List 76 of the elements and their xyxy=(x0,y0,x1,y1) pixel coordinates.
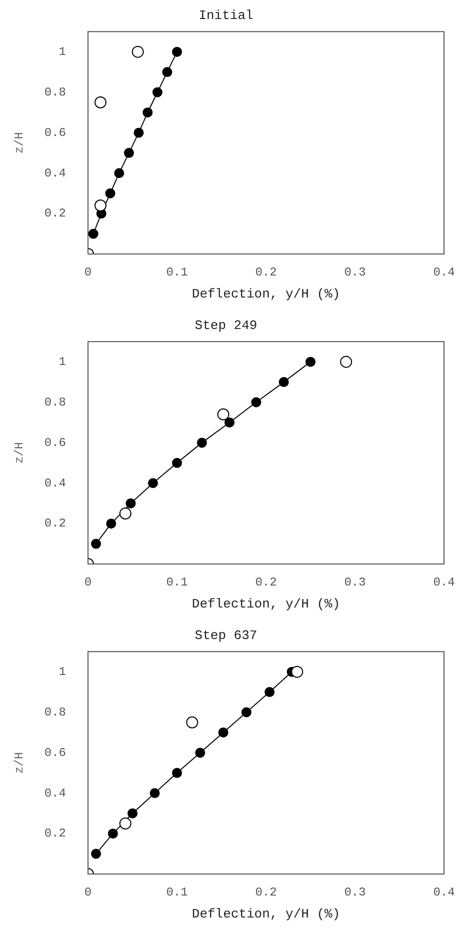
y-axis-title: z/H xyxy=(12,442,26,464)
x-tick-label: 0.4 xyxy=(433,885,455,900)
point xyxy=(94,199,106,212)
y-tick-label: 1 xyxy=(58,354,66,369)
point xyxy=(172,458,182,468)
point xyxy=(150,788,160,798)
chart-title: Step 249 xyxy=(194,318,258,334)
x-axis-title: Deflection, y/H (%) xyxy=(192,596,340,612)
x-tick-label: 0.1 xyxy=(166,575,188,590)
point xyxy=(128,808,138,818)
y-tick-label: 0.2 xyxy=(44,826,66,841)
point xyxy=(88,228,98,239)
point xyxy=(278,377,289,388)
x-tick-label: 0 xyxy=(84,885,92,900)
x-tick-label: 0.1 xyxy=(166,265,188,280)
point xyxy=(119,507,132,520)
x-tick-label: 0.3 xyxy=(344,265,366,280)
y-tick-label: 0.2 xyxy=(44,206,66,221)
point xyxy=(91,538,102,549)
x-tick-label: 0 xyxy=(84,575,92,590)
point xyxy=(132,46,144,58)
point xyxy=(172,768,182,778)
point xyxy=(106,518,116,529)
chart-title: Step 637 xyxy=(194,628,258,644)
x-tick-label: 0 xyxy=(84,265,92,280)
point xyxy=(152,87,162,98)
x-axis-title: Deflection, y/H (%) xyxy=(192,286,340,302)
y-tick-label: 0.4 xyxy=(44,166,66,180)
y-tick-label: 0.8 xyxy=(44,395,66,410)
point xyxy=(172,46,182,57)
x-axis-title: Deflection, y/H (%) xyxy=(192,906,340,922)
point xyxy=(142,107,153,118)
y-tick-label: 0.8 xyxy=(44,85,66,100)
point xyxy=(241,707,252,718)
point xyxy=(119,817,132,830)
point xyxy=(196,438,207,448)
chart-title: Initial xyxy=(198,8,254,24)
point xyxy=(217,408,230,420)
x-tick-label: 0.1 xyxy=(166,885,188,900)
y-tick-label: 1 xyxy=(58,44,66,59)
x-tick-label: 0.3 xyxy=(344,885,366,900)
x-tick-label: 0.4 xyxy=(433,265,455,280)
y-tick-label: 0.8 xyxy=(44,705,66,720)
point xyxy=(306,356,316,367)
y-axis-title: z/H xyxy=(12,132,26,154)
y-tick-label: 0.2 xyxy=(44,516,66,531)
x-tick-label: 0.2 xyxy=(255,885,277,900)
y-tick-label: 0.4 xyxy=(44,786,66,800)
x-tick-label: 0.3 xyxy=(344,575,366,590)
x-tick-label: 0.2 xyxy=(255,575,277,590)
point xyxy=(251,397,262,408)
point xyxy=(218,727,228,738)
y-tick-label: 0.6 xyxy=(44,746,66,760)
x-tick-label: 0.4 xyxy=(433,575,455,590)
y-tick-label: 0.6 xyxy=(44,436,66,450)
y-tick-label: 1 xyxy=(58,664,66,679)
point xyxy=(162,67,172,78)
point xyxy=(108,828,118,839)
point xyxy=(264,687,275,698)
y-tick-label: 0.4 xyxy=(44,476,66,490)
point xyxy=(91,848,102,859)
point xyxy=(148,478,158,488)
y-tick-label: 0.6 xyxy=(44,126,66,140)
point xyxy=(186,716,198,728)
point xyxy=(105,188,116,198)
point xyxy=(124,148,134,158)
point xyxy=(114,168,124,178)
point xyxy=(224,417,235,428)
point xyxy=(340,356,352,368)
point xyxy=(126,498,136,508)
point xyxy=(134,128,144,138)
point xyxy=(195,748,206,758)
x-tick-label: 0.2 xyxy=(255,265,277,280)
y-axis-title: z/H xyxy=(12,752,26,774)
point xyxy=(94,96,106,108)
point xyxy=(291,666,304,678)
